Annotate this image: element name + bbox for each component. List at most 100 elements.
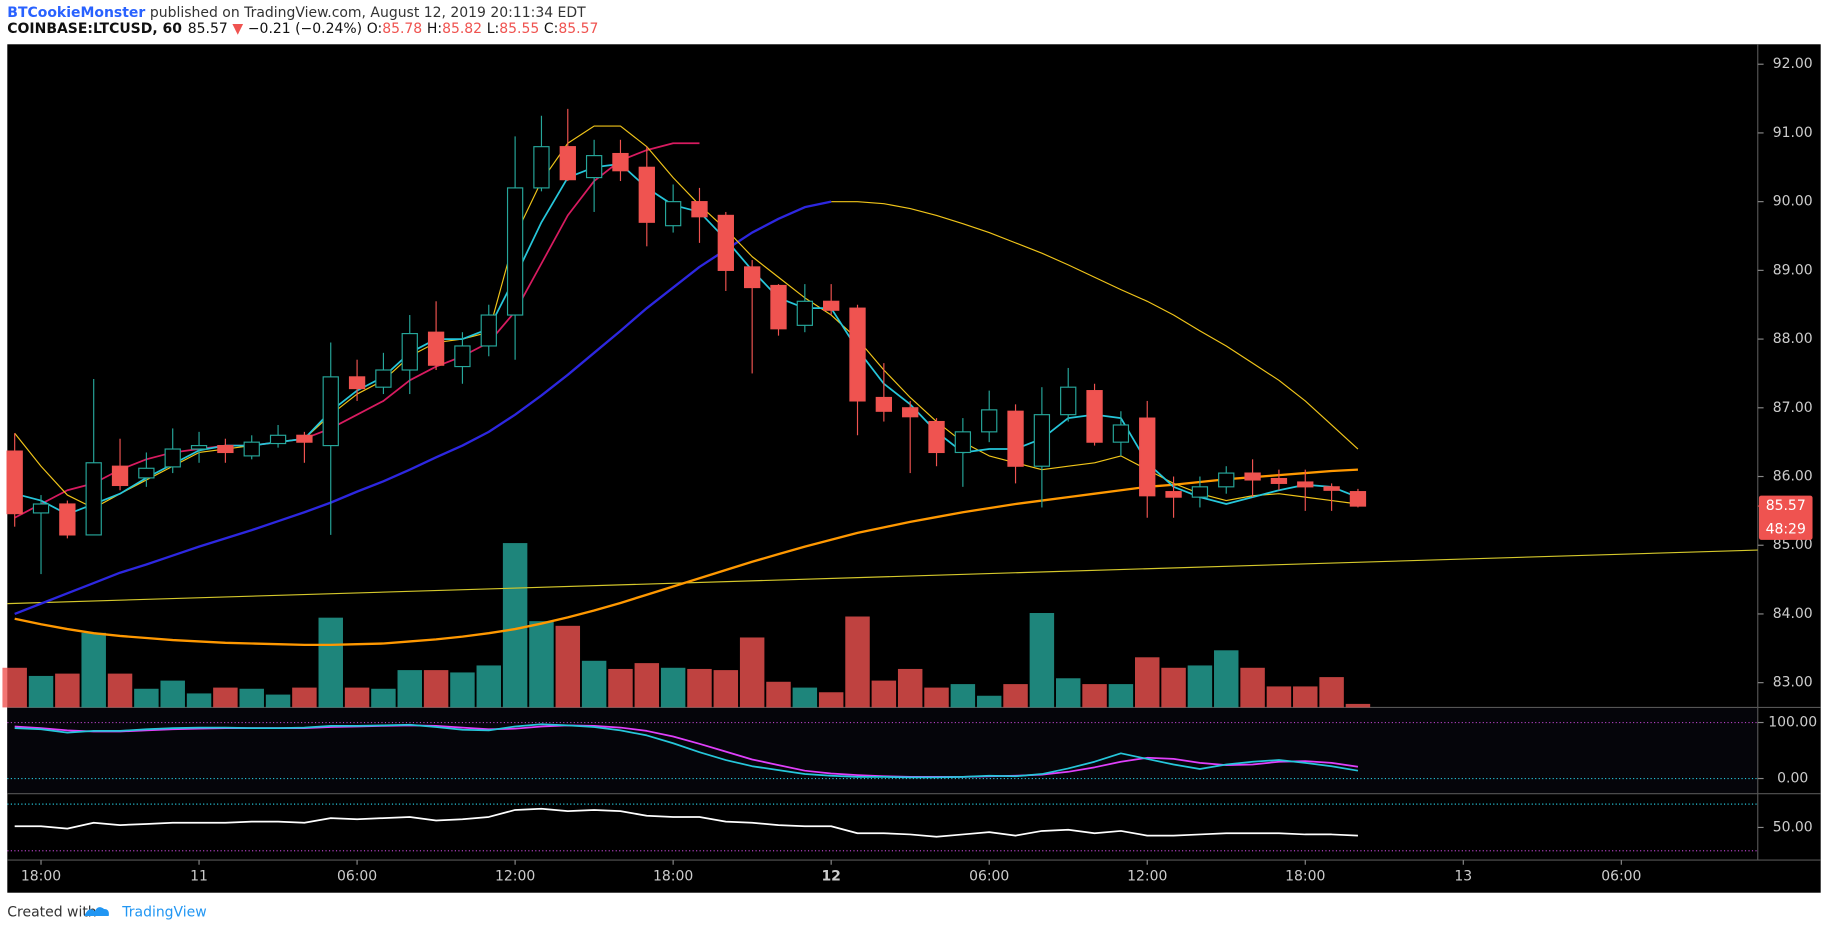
legend-arrow: ▼: [232, 21, 243, 37]
volume-bar: [976, 695, 1002, 708]
volume-bar: [555, 625, 581, 708]
x-tick-label: 06:00: [969, 868, 1009, 884]
volume-bar: [344, 687, 370, 708]
volume-bar: [897, 668, 923, 708]
footer-prefix: Created with: [7, 905, 96, 921]
rsi-line: [14, 807, 1358, 838]
volume-bar: [924, 687, 949, 708]
trendline: [7, 549, 1758, 605]
candle-body: [1191, 486, 1209, 498]
volume-bar: [476, 665, 502, 708]
last-price-box: [1758, 495, 1813, 540]
candle-body: [59, 503, 76, 536]
moving-average: [831, 201, 1359, 450]
volume-bar: [950, 684, 976, 708]
volume-bar: [2, 667, 27, 708]
y-tick-label: 0.00: [1777, 771, 1808, 787]
legend-l-label: L:: [487, 21, 499, 37]
volume-bar: [134, 688, 159, 708]
candle-body: [954, 431, 972, 454]
volume-bar: [845, 616, 870, 708]
volume-bar: [239, 688, 264, 708]
candle-body: [1060, 386, 1077, 416]
volume-bar: [818, 692, 844, 708]
last-price-label: 85.57: [1766, 498, 1806, 514]
volume-bar: [28, 675, 54, 708]
candle-body: [849, 307, 866, 402]
volume-bar: [55, 673, 80, 708]
y-tick-label: 50.00: [1773, 819, 1813, 835]
candle-body: [533, 146, 550, 189]
candle-body: [585, 155, 603, 179]
footer-brand[interactable]: TradingView: [121, 905, 206, 921]
candle-body: [717, 214, 734, 271]
countdown: 48:29: [1766, 521, 1806, 537]
candle-body: [85, 462, 102, 536]
legend-l: 85.55: [499, 21, 539, 37]
legend-h: 85.82: [442, 21, 482, 37]
author[interactable]: BTCookieMonster: [7, 5, 145, 21]
candle-body: [770, 284, 787, 330]
volume-bar: [1187, 665, 1213, 708]
legend-o: 85.78: [382, 21, 422, 37]
volume-bar: [871, 680, 897, 708]
candle-body: [1086, 390, 1103, 443]
candle-body: [269, 434, 287, 445]
candle-body: [1349, 491, 1367, 507]
candle-body: [744, 266, 761, 289]
candle-body: [32, 503, 50, 514]
candle-body: [981, 409, 998, 433]
volume-bar: [634, 663, 660, 708]
candle-body: [454, 345, 471, 368]
candle-body: [796, 300, 813, 326]
candle-body: [1007, 410, 1024, 467]
volume-bar: [1319, 677, 1344, 708]
candle-body: [296, 434, 313, 443]
y-tick-label: 100.00: [1768, 715, 1817, 731]
volume-bar: [265, 694, 291, 708]
moving-average: [14, 200, 832, 616]
candle-body: [1244, 472, 1261, 481]
y-tick-label: 88.00: [1773, 331, 1813, 347]
legend-o-label: O:: [367, 21, 382, 37]
volume-bar: [687, 668, 712, 708]
volume-bar: [318, 617, 343, 708]
volume-bar: [1055, 678, 1081, 708]
moving-average: [14, 125, 1359, 509]
x-tick-label: 12:00: [495, 868, 535, 884]
candle-body: [401, 333, 418, 371]
volume-bar: [1003, 684, 1028, 708]
moving-average: [14, 142, 700, 519]
volume-bar: [739, 637, 765, 708]
x-tick-label: 11: [190, 868, 208, 884]
candle-body: [1323, 486, 1340, 491]
publish-line: BTCookieMonster published on TradingView.…: [7, 5, 586, 21]
volume-bar: [213, 687, 238, 708]
legend-last: 85.57: [188, 21, 228, 37]
volume-bar: [1108, 684, 1134, 708]
candle-body: [902, 407, 919, 418]
candle-body: [6, 450, 23, 515]
candle-body: [559, 146, 576, 181]
candle-body: [1270, 477, 1288, 484]
symbol: COINBASE:LTCUSD, 60: [7, 21, 182, 37]
candle-body: [190, 445, 208, 450]
candle-body: [1218, 472, 1235, 488]
y-tick-label: 92.00: [1773, 56, 1813, 72]
volume-bar: [423, 670, 449, 708]
volume-bar: [1082, 684, 1107, 708]
legend-line: COINBASE:LTCUSD, 60 85.57 ▼ −0.21 (−0.24%) O…: [7, 21, 598, 37]
x-tick-label: 18:00: [1285, 868, 1325, 884]
volume-bar: [581, 660, 607, 708]
volume-bar: [292, 687, 317, 708]
volume-bar: [1266, 686, 1292, 708]
legend-c-label: C:: [544, 21, 558, 37]
volume-bar: [1214, 650, 1239, 708]
candle-body: [480, 314, 497, 347]
volume-bar: [1161, 667, 1186, 708]
candle-body: [691, 201, 708, 218]
y-tick-label: 89.00: [1773, 262, 1813, 278]
volume-bar: [160, 680, 185, 708]
candle-body: [506, 187, 524, 316]
